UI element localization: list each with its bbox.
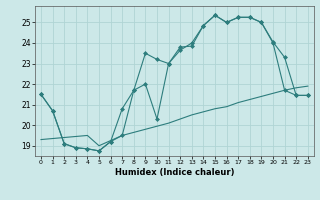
X-axis label: Humidex (Indice chaleur): Humidex (Indice chaleur) <box>115 168 234 177</box>
